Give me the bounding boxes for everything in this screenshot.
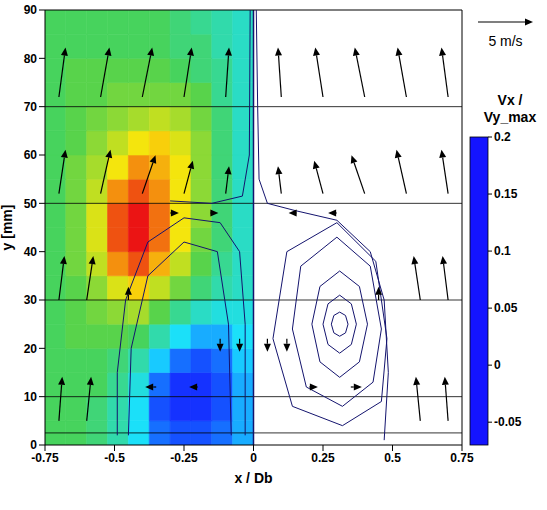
svg-text:80: 80 bbox=[24, 52, 38, 66]
svg-text:0.05: 0.05 bbox=[494, 301, 518, 315]
svg-text:-0.5: -0.5 bbox=[104, 451, 125, 465]
svg-text:0: 0 bbox=[494, 358, 501, 372]
svg-text:-0.75: -0.75 bbox=[31, 451, 59, 465]
svg-text:60: 60 bbox=[24, 148, 38, 162]
svg-text:Vy_max: Vy_max bbox=[484, 109, 537, 125]
svg-text:Vx /: Vx / bbox=[498, 92, 523, 108]
svg-text:0.25: 0.25 bbox=[311, 451, 335, 465]
svg-text:50: 50 bbox=[24, 197, 38, 211]
svg-text:0: 0 bbox=[250, 451, 257, 465]
svg-text:0.2: 0.2 bbox=[494, 130, 511, 144]
svg-text:70: 70 bbox=[24, 100, 38, 114]
svg-text:20: 20 bbox=[24, 342, 38, 356]
svg-text:0.5: 0.5 bbox=[384, 451, 401, 465]
svg-text:10: 10 bbox=[24, 390, 38, 404]
svg-text:-0.25: -0.25 bbox=[170, 451, 198, 465]
svg-text:0.15: 0.15 bbox=[494, 187, 518, 201]
svg-text:-0.05: -0.05 bbox=[494, 415, 522, 429]
svg-text:30: 30 bbox=[24, 293, 38, 307]
svg-text:y [mm]: y [mm] bbox=[8, 205, 15, 251]
svg-text:90: 90 bbox=[24, 3, 38, 17]
svg-text:x / Db: x / Db bbox=[234, 470, 272, 486]
svg-text:0.1: 0.1 bbox=[494, 244, 511, 258]
svg-text:0.75: 0.75 bbox=[450, 451, 474, 465]
svg-text:5 m/s: 5 m/s bbox=[488, 33, 522, 49]
svg-text:0: 0 bbox=[30, 438, 37, 452]
svg-text:40: 40 bbox=[24, 245, 38, 259]
